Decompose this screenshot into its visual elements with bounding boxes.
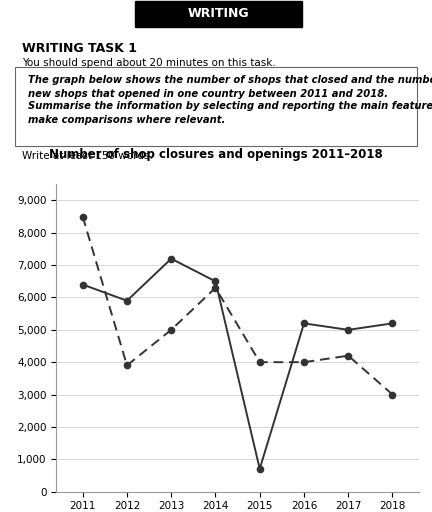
Text: Number of shop closures and openings 2011–2018: Number of shop closures and openings 201… <box>49 148 383 161</box>
Text: Write at least 150 words.: Write at least 150 words. <box>22 151 152 161</box>
Text: WRITING: WRITING <box>187 7 249 20</box>
Legend: Closures, Openings: Closures, Openings <box>141 122 334 141</box>
Text: The graph below shows the number of shops that closed and the number of
new shop: The graph below shows the number of shop… <box>28 75 432 99</box>
Text: You should spend about 20 minutes on this task.: You should spend about 20 minutes on thi… <box>22 58 275 69</box>
Text: Summarise the information by selecting and reporting the main features, and
make: Summarise the information by selecting a… <box>28 101 432 125</box>
Text: WRITING TASK 1: WRITING TASK 1 <box>22 42 137 55</box>
